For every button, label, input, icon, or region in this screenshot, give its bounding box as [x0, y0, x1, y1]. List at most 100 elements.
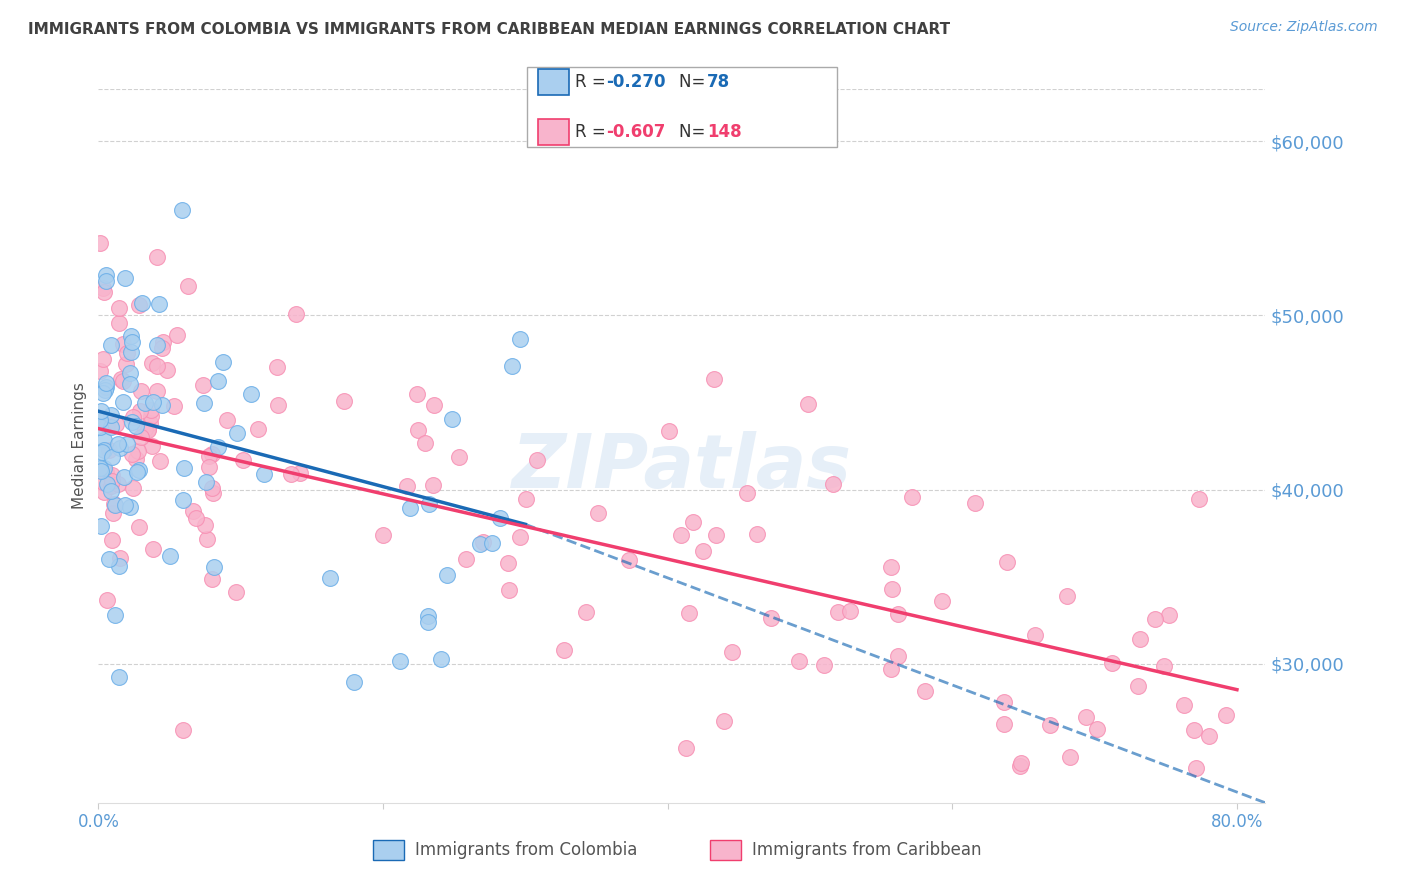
Point — [1085, 722, 1108, 736]
Point — [703, 372, 725, 386]
Point — [120, 367, 142, 381]
Point — [239, 387, 262, 401]
Text: 78: 78 — [707, 73, 730, 91]
Point — [509, 332, 531, 346]
Point — [1188, 491, 1211, 506]
Point — [759, 611, 782, 625]
Point — [93, 285, 115, 299]
Point — [501, 359, 523, 373]
Text: R =: R = — [575, 73, 612, 91]
Point — [422, 478, 444, 492]
Point — [127, 443, 149, 458]
Point — [93, 460, 115, 475]
Point — [678, 606, 700, 620]
Point — [498, 582, 520, 597]
Point — [149, 454, 172, 468]
Point — [682, 515, 704, 529]
Point — [319, 571, 342, 585]
Point — [1144, 612, 1167, 626]
Point — [90, 464, 112, 478]
Point — [146, 338, 169, 352]
Point — [441, 411, 464, 425]
Point — [134, 422, 156, 436]
Point — [114, 498, 136, 512]
Point — [108, 301, 131, 315]
Point — [110, 372, 132, 386]
Point — [1184, 761, 1206, 775]
Point — [880, 560, 903, 574]
Point — [416, 615, 439, 630]
Point — [430, 652, 453, 666]
Point — [101, 467, 124, 482]
Point — [96, 477, 118, 491]
Point — [111, 395, 134, 409]
Text: 148: 148 — [707, 123, 742, 141]
Point — [195, 532, 218, 546]
Point — [108, 316, 131, 330]
Point — [100, 450, 122, 464]
Point — [1215, 708, 1237, 723]
Point — [115, 357, 138, 371]
Point — [827, 605, 849, 619]
Point — [745, 527, 768, 541]
Point — [472, 535, 495, 549]
Point — [1153, 659, 1175, 673]
Point — [184, 510, 207, 524]
Text: R =: R = — [575, 123, 612, 141]
Point — [232, 452, 254, 467]
Point — [89, 413, 111, 427]
Point — [1173, 698, 1195, 712]
Point — [94, 384, 117, 398]
Point — [198, 449, 221, 463]
Point — [96, 274, 118, 288]
Point — [94, 376, 117, 391]
Point — [146, 384, 169, 398]
Point — [128, 297, 150, 311]
Point — [880, 662, 903, 676]
Point — [111, 337, 134, 351]
Point — [207, 440, 229, 454]
Point — [172, 202, 194, 217]
Point — [839, 604, 862, 618]
Point — [713, 714, 735, 728]
Point — [373, 528, 395, 542]
Point — [1008, 759, 1031, 773]
Point — [93, 484, 115, 499]
Point — [737, 485, 759, 500]
Text: IMMIGRANTS FROM COLOMBIA VS IMMIGRANTS FROM CARIBBEAN MEDIAN EARNINGS CORRELATIO: IMMIGRANTS FROM COLOMBIA VS IMMIGRANTS F… — [28, 22, 950, 37]
Y-axis label: Median Earnings: Median Earnings — [72, 383, 87, 509]
Point — [94, 466, 117, 480]
Point — [141, 355, 163, 369]
Point — [1184, 723, 1206, 738]
Point — [172, 723, 194, 737]
Point — [173, 461, 195, 475]
Point — [122, 410, 145, 425]
Point — [1056, 590, 1078, 604]
Point — [1101, 656, 1123, 670]
Point — [139, 402, 162, 417]
Point — [150, 398, 173, 412]
Point — [100, 420, 122, 434]
Point — [125, 465, 148, 479]
Text: -0.270: -0.270 — [606, 73, 665, 91]
Point — [194, 475, 217, 490]
Point — [202, 560, 225, 574]
Point — [813, 658, 835, 673]
Point — [122, 481, 145, 495]
Point — [343, 674, 366, 689]
Point — [107, 437, 129, 451]
Point — [914, 684, 936, 698]
Point — [1039, 718, 1062, 732]
Point — [152, 335, 174, 350]
Point — [288, 466, 311, 480]
Point — [406, 423, 429, 437]
Point — [105, 417, 128, 432]
Point — [1074, 710, 1097, 724]
Point — [101, 474, 124, 488]
Point — [90, 519, 112, 533]
Point — [91, 475, 114, 489]
Point — [993, 716, 1015, 731]
Point — [198, 459, 221, 474]
Point — [617, 552, 640, 566]
Point — [1129, 632, 1152, 647]
